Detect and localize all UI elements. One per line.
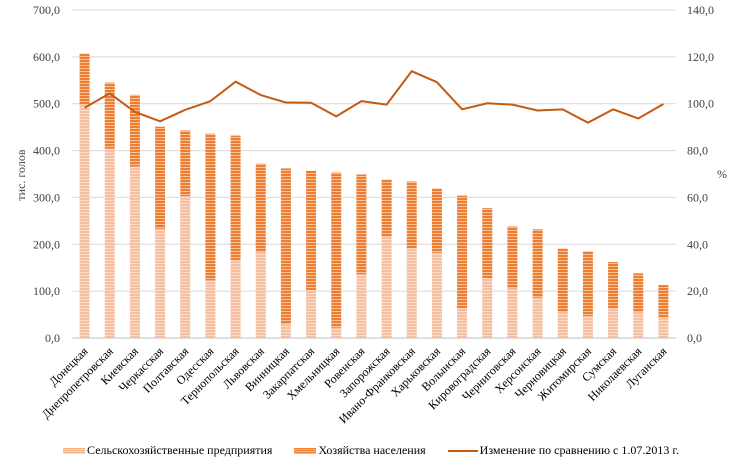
bar-households: [608, 262, 619, 309]
bar-enterprises: [507, 288, 518, 338]
category-labels: ДонецкаяДнепропетровскаяКиевскаяЧеркасск…: [39, 344, 670, 426]
legend-item-change: Изменение по сравнению с 1.07.2013 г.: [447, 443, 679, 458]
bar-enterprises: [331, 327, 342, 338]
bar-enterprises: [155, 228, 166, 338]
bar-households: [431, 188, 442, 253]
legend-swatch-enterprises: [63, 447, 86, 454]
bar-enterprises: [582, 315, 593, 338]
bar-enterprises: [608, 308, 619, 338]
bar-enterprises: [482, 278, 493, 338]
y-tick-label: 200,0: [33, 237, 60, 251]
y-tick-label: 0,0: [45, 331, 60, 345]
y-tick-label: 400,0: [33, 144, 60, 158]
bar-households: [507, 226, 518, 289]
bar-enterprises: [457, 308, 468, 338]
bar-enterprises: [129, 166, 140, 338]
bar-enterprises: [557, 312, 568, 338]
y2-tick-label: 20,0: [687, 284, 708, 298]
bar-enterprises: [180, 196, 191, 338]
bar-households: [79, 53, 90, 105]
legend-swatch-households: [294, 447, 317, 454]
bar-households: [457, 195, 468, 309]
y-tick-label: 700,0: [33, 3, 60, 17]
bar-households: [129, 94, 140, 167]
y2-tick-label: 140,0: [687, 3, 714, 17]
left-axis-ticks: 0,0 100,0 200,0 300,0 400,0 500,0 600,0 700,0: [33, 3, 60, 345]
bar-enterprises: [104, 148, 115, 338]
bars: [79, 53, 669, 338]
bar-enterprises: [431, 252, 442, 338]
bar-enterprises: [306, 290, 317, 338]
bar-households: [582, 251, 593, 316]
bar-enterprises: [633, 312, 644, 338]
bar-enterprises: [381, 236, 392, 338]
chart: 0,0 100,0 200,0 300,0 400,0 500,0 600,0 700,0 0…: [14, 3, 727, 426]
bar-enterprises: [532, 297, 543, 338]
y2-tick-label: 60,0: [687, 190, 708, 204]
legend-swatch-change: [447, 449, 478, 452]
y-axis-title: тис. голов: [14, 149, 28, 200]
bar-households: [205, 133, 216, 281]
bar-households: [104, 82, 115, 149]
bar-enterprises: [280, 323, 291, 338]
bar-enterprises: [79, 104, 90, 338]
bar-households: [255, 163, 266, 253]
y-tick-label: 600,0: [33, 50, 60, 64]
bar-enterprises: [356, 274, 367, 338]
bar-enterprises: [205, 280, 216, 338]
change-line-path: [84, 70, 664, 124]
y-tick-label: 500,0: [33, 97, 60, 111]
bar-households: [230, 135, 241, 261]
bar-households: [658, 285, 669, 318]
bar-households: [381, 179, 392, 237]
bar-enterprises: [255, 252, 266, 338]
bar-households: [633, 273, 644, 313]
bar-households: [532, 229, 543, 298]
y2-tick-label: 100,0: [687, 97, 714, 111]
bar-enterprises: [230, 260, 241, 338]
bar-households: [155, 126, 166, 229]
legend-label-households: Хозяйства населения: [318, 443, 426, 457]
bar-households: [306, 170, 317, 291]
y2-tick-label: 80,0: [687, 144, 708, 158]
y2-tick-label: 40,0: [687, 237, 708, 251]
legend: Сельскохозяйственные предприятия Хозяйст…: [0, 443, 742, 458]
y-tick-label: 100,0: [33, 284, 60, 298]
bar-enterprises: [658, 317, 669, 338]
bar-households: [280, 168, 291, 324]
bar-enterprises: [406, 248, 417, 338]
change-line: [84, 70, 664, 124]
legend-label-enterprises: Сельскохозяйственные предприятия: [87, 443, 273, 457]
y-tick-label: 300,0: [33, 190, 60, 204]
bar-households: [356, 174, 367, 275]
y2-axis-title: %: [717, 167, 727, 181]
bar-households: [557, 248, 568, 313]
bar-households: [331, 172, 342, 328]
y2-tick-label: 0,0: [687, 331, 702, 345]
legend-item-enterprises: Сельскохозяйственные предприятия: [63, 443, 272, 458]
legend-label-change: Изменение по сравнению с 1.07.2013 г.: [479, 443, 679, 457]
bar-households: [180, 130, 191, 197]
right-axis-ticks: 0,0 20,0 40,0 60,0 80,0 100,0 120,0 140,0: [687, 3, 714, 345]
bar-households: [406, 181, 417, 249]
bar-households: [482, 208, 493, 279]
legend-item-households: Хозяйства населения: [294, 443, 426, 458]
y2-tick-label: 120,0: [687, 50, 714, 64]
